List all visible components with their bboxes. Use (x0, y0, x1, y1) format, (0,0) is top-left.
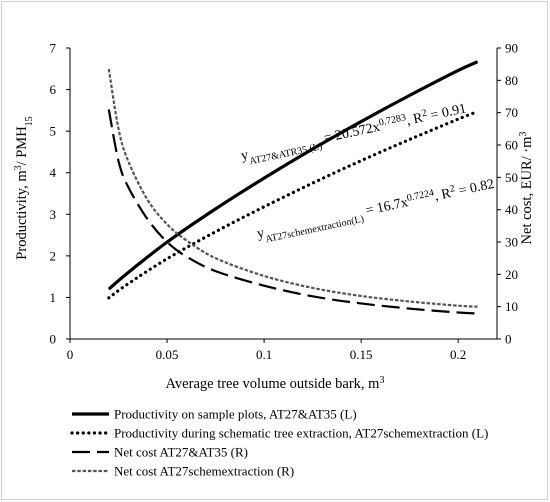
equation-annotation-1: yAT27&ATR35 (L) = 20.572x0.7283, R2 = 0.… (239, 99, 468, 168)
y-left-tick-label: 4 (50, 165, 57, 180)
y-right-tick-label: 10 (505, 299, 518, 314)
y-right-tick-label: 70 (505, 105, 518, 120)
x-tick-label: 0 (67, 347, 74, 362)
y-right-tick-label: 30 (505, 235, 518, 250)
series-lines (107, 60, 480, 315)
series-net-cost-at27-at35 (107, 109, 478, 315)
y-left-tick-label: 1 (50, 290, 57, 305)
x-tick-label: 0.1 (256, 347, 272, 362)
y-axis-left-label: Productivity, m3/ PMH15 (13, 116, 35, 259)
y-left-tick-label: 2 (50, 248, 57, 263)
y-left-tick-label: 7 (50, 41, 57, 56)
legend: Productivity on sample plots, AT27&AT35 … (70, 407, 488, 479)
y-right-tick-label: 40 (505, 202, 518, 217)
series-productivity-sample-plots (107, 60, 479, 291)
y-right-tick-label: 20 (505, 267, 518, 282)
series-net-cost-schematic (107, 68, 478, 308)
legend-item-productivity-schematic-label: Productivity during schematic tree extra… (114, 426, 488, 441)
y-right-tick-label: 60 (505, 138, 518, 153)
y-left-tick-label: 5 (50, 124, 57, 139)
y-left-tick-label: 3 (50, 207, 57, 222)
y-right-tick-label: 80 (505, 73, 518, 88)
y-right-tick-label: 50 (505, 170, 518, 185)
legend-item-productivity-sample-plots-label: Productivity on sample plots, AT27&AT35 … (114, 407, 357, 422)
legend-item-net-cost-schematic-label: Net cost AT27schemextraction (R) (114, 464, 294, 479)
x-tick-label: 0.2 (450, 347, 466, 362)
tick-labels: 0 0.05 0.1 0.15 0.20123456701020304050607080… (50, 41, 519, 363)
series-productivity-schematic (107, 110, 480, 300)
y-right-tick-label: 0 (505, 332, 512, 347)
y-right-tick-label: 90 (505, 41, 518, 56)
x-axis-label: Average tree volume outside bark, m3 (166, 375, 385, 393)
equation-annotation-2: yAT27schemextraction(L) = 16.7x0.7224, R… (255, 174, 496, 246)
x-tick-label: 0.15 (350, 347, 373, 362)
x-tick-label: 0.05 (156, 347, 179, 362)
y-axis-right-label: Net cost, EUR/ ·m3 (518, 132, 536, 245)
y-left-tick-label: 0 (50, 332, 57, 347)
y-left-tick-label: 6 (50, 82, 57, 97)
legend-item-net-cost-at27-at35-label: Net cost AT27&AT35 (R) (114, 445, 248, 460)
axes (66, 47, 501, 343)
